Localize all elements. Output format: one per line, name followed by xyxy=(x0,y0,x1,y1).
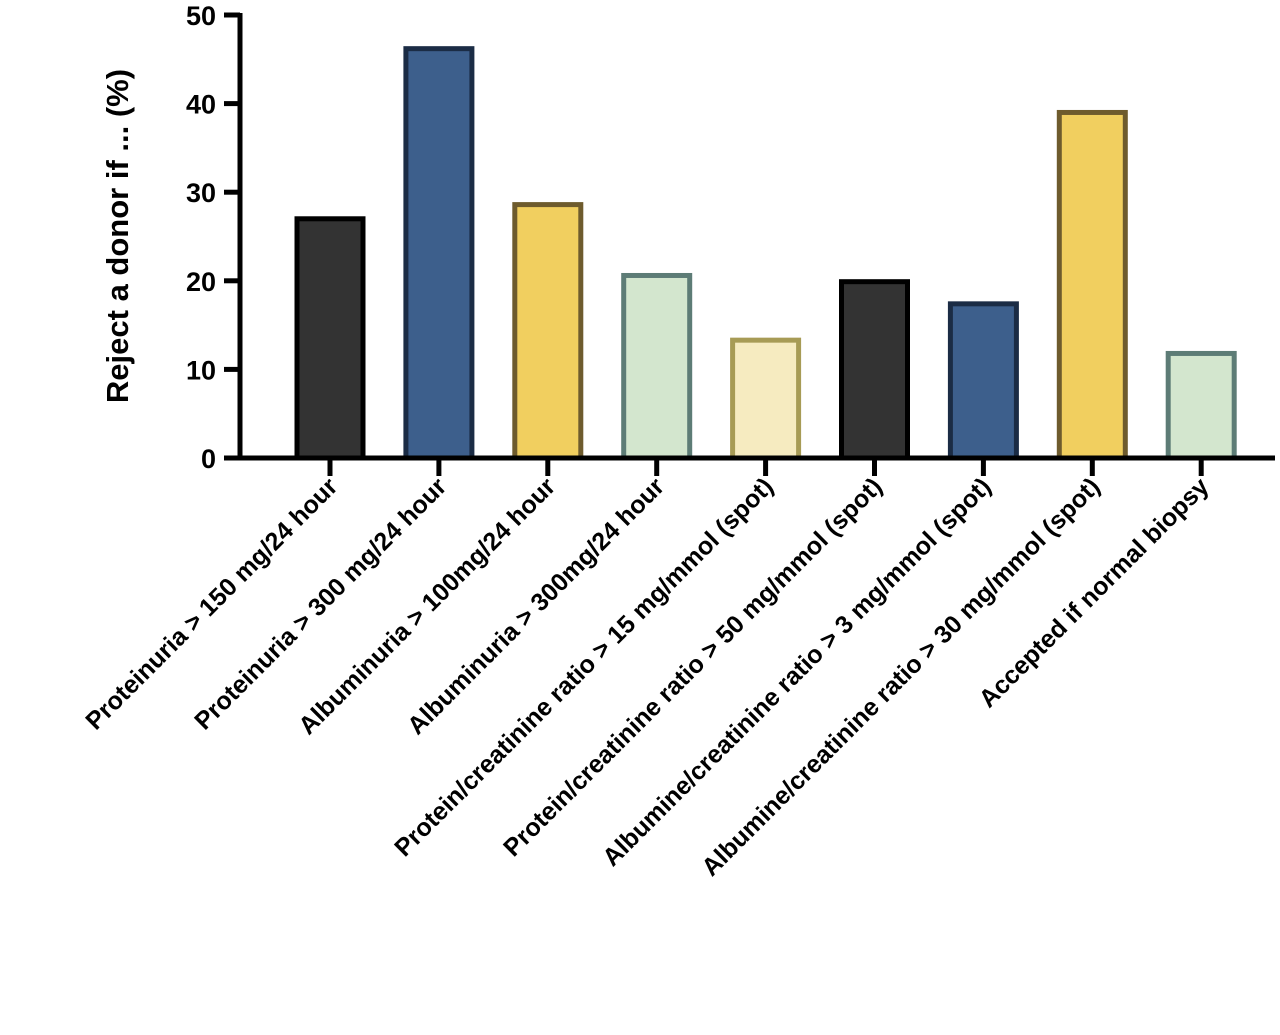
bars-layer xyxy=(294,46,1237,461)
y-tick-label: 0 xyxy=(201,444,216,474)
bar xyxy=(621,272,693,461)
y-tick-label: 10 xyxy=(186,355,216,385)
axes-layer xyxy=(237,13,1275,461)
x-category-label: Albumine/creatinine ratio > 30 mg/mmol (… xyxy=(696,472,1105,881)
x-category-label: Accepted if normal biopsy xyxy=(974,472,1215,713)
y-axis-title: Reject a donor if ... (%) xyxy=(100,69,135,403)
y-tick-label: 30 xyxy=(186,178,216,208)
x-category-label: Protein/creatinine ratio > 15 mg/mmol (s… xyxy=(389,472,779,862)
ticks-layer xyxy=(224,12,1204,476)
bar xyxy=(1165,350,1237,461)
bar xyxy=(512,202,584,461)
bar xyxy=(403,46,475,461)
x-category-label: Albumine/creatinine ratio > 3 mg/mmol (s… xyxy=(597,472,996,871)
bar xyxy=(839,279,910,461)
bar xyxy=(294,216,366,461)
bar xyxy=(730,337,802,461)
y-tick-label: 50 xyxy=(186,1,216,31)
x-category-label: Protein/creatinine ratio > 50 mg/mmol (s… xyxy=(498,472,888,862)
bar xyxy=(947,301,1019,461)
bar xyxy=(1056,109,1128,461)
y-tick-label: 40 xyxy=(186,90,216,120)
y-tick-label: 20 xyxy=(186,267,216,297)
